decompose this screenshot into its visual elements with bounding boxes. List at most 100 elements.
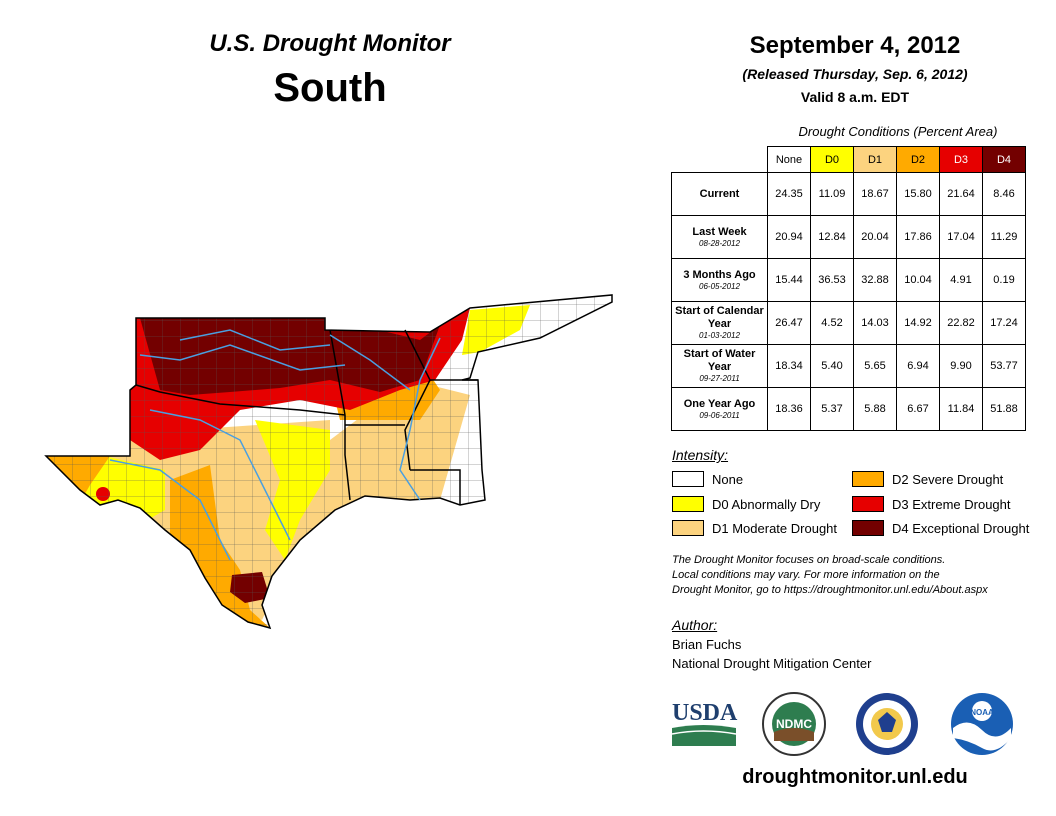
note-line: Drought Monitor, go to https://droughtmo… xyxy=(672,584,988,596)
river-colorado xyxy=(109,459,231,561)
table-row: Last Week 08-28-2012 20.94 12.84 20.04 17… xyxy=(671,215,1026,259)
table-row: Start of Water Year 09-27-2011 18.34 5.40… xyxy=(671,344,1026,388)
legend-swatch xyxy=(672,520,704,536)
state-line-ms-la xyxy=(410,469,461,505)
noaa-logo: NOAA xyxy=(951,693,1013,755)
table-cell: 18.36 xyxy=(767,387,811,431)
map-date: September 4, 2012 xyxy=(749,32,961,59)
row-label: Last Week 08-28-2012 xyxy=(671,215,768,259)
disclaimer-note: The Drought Monitor focuses on broad-sca… xyxy=(672,553,1042,598)
col-header: D2 xyxy=(896,146,940,173)
row-label-text: Current xyxy=(699,187,740,200)
river-red xyxy=(139,344,346,371)
table-cell: 5.88 xyxy=(853,387,897,431)
table-cell: 17.04 xyxy=(939,215,983,259)
legend-label: D2 Severe Drought xyxy=(892,472,1004,487)
row-label: Start of Water Year 09-27-2011 xyxy=(671,344,768,388)
author-org: National Drought Mitigation Center xyxy=(672,656,872,671)
row-label-text: Start of Calendar Year xyxy=(675,305,764,330)
legend-swatch xyxy=(852,496,884,512)
table-cell: 53.77 xyxy=(982,344,1026,388)
col-header: None xyxy=(767,146,811,173)
table-cell: 11.29 xyxy=(982,215,1026,259)
row-label-text: 3 Months Ago xyxy=(683,268,756,281)
river-brazos xyxy=(149,409,291,541)
table-caption: Drought Conditions (Percent Area) xyxy=(798,124,998,139)
legend-swatch xyxy=(672,496,704,512)
row-label-date: 08-28-2012 xyxy=(699,238,740,248)
river-canadian xyxy=(179,329,331,351)
ndmc-logo: NDMC xyxy=(762,692,826,756)
table-cell: 51.88 xyxy=(982,387,1026,431)
col-header: D0 xyxy=(810,146,854,173)
note-line: Local conditions may vary. For more info… xyxy=(672,569,940,581)
table-cell: 6.94 xyxy=(896,344,940,388)
row-label: Start of Calendar Year 01-03-2012 xyxy=(671,301,768,345)
table-cell: 5.65 xyxy=(853,344,897,388)
legend-swatch xyxy=(672,471,704,487)
table-cell: 26.47 xyxy=(767,301,811,345)
table-cell: 14.03 xyxy=(853,301,897,345)
table-cell: 17.86 xyxy=(896,215,940,259)
col-header: D4 xyxy=(982,146,1026,173)
table-cell: 20.04 xyxy=(853,215,897,259)
table-cell: 24.35 xyxy=(767,172,811,216)
county-grid xyxy=(46,295,612,628)
legend-label: D1 Moderate Drought xyxy=(712,521,838,536)
table-header-row: None D0 D1 D2 D3 D4 xyxy=(672,146,1026,173)
row-label-text: Start of Water Year xyxy=(683,348,756,373)
col-header: D1 xyxy=(853,146,897,173)
table-cell: 15.80 xyxy=(896,172,940,216)
usda-logo: USDA xyxy=(671,700,738,746)
usda-logo-stripe xyxy=(671,730,737,735)
table-corner xyxy=(672,147,768,173)
row-label-text: Last Week xyxy=(692,225,747,238)
legend-label: D0 Abnormally Dry xyxy=(712,497,821,512)
table-cell: 12.84 xyxy=(810,215,854,259)
drought-conditions-table: None D0 D1 D2 D3 D4 Current 24.35 11.09 … xyxy=(671,146,1026,431)
table-cell: 18.67 xyxy=(853,172,897,216)
state-line-tx-la xyxy=(344,415,351,501)
region-title: South xyxy=(273,66,387,110)
river-mississippi xyxy=(399,337,441,501)
release-date: (Released Thursday, Sep. 6, 2012) xyxy=(742,66,968,82)
table-cell: 6.67 xyxy=(896,387,940,431)
river-arkansas xyxy=(329,334,411,391)
website-url: droughtmonitor.unl.edu xyxy=(742,766,968,788)
region-outline xyxy=(44,294,613,630)
table-cell: 18.34 xyxy=(767,344,811,388)
author-label: Author: xyxy=(672,617,718,633)
state-line-ok-tx xyxy=(135,384,346,416)
state-boundaries xyxy=(135,329,478,505)
table-cell: 8.46 xyxy=(982,172,1026,216)
table-cell: 15.44 xyxy=(767,258,811,302)
table-row: Start of Calendar Year 01-03-2012 26.47 4… xyxy=(671,301,1026,345)
legend-title: Intensity: xyxy=(672,447,729,463)
state-line-ok-ar xyxy=(329,329,346,416)
table-cell: 14.92 xyxy=(896,301,940,345)
state-line-ar-tn xyxy=(404,329,431,471)
legend-label: None xyxy=(712,472,744,487)
map-title: U.S. Drought Monitor xyxy=(209,30,451,57)
col-header: D3 xyxy=(939,146,983,173)
partner-logos: USDA NDMC NOAA xyxy=(671,692,1013,756)
table-cell: 4.91 xyxy=(939,258,983,302)
table-cell: 11.09 xyxy=(810,172,854,216)
rivers xyxy=(109,329,441,561)
usda-logo-waves xyxy=(672,725,736,746)
table-cell: 22.82 xyxy=(939,301,983,345)
usda-logo-text: USDA xyxy=(672,700,738,726)
table-cell: 17.24 xyxy=(982,301,1026,345)
row-label: Current xyxy=(671,172,768,216)
ndmc-logo-text: NDMC xyxy=(776,717,812,731)
table-cell: 10.04 xyxy=(896,258,940,302)
table-cell: 36.53 xyxy=(810,258,854,302)
table-cell: 20.94 xyxy=(767,215,811,259)
table-cell: 21.64 xyxy=(939,172,983,216)
row-label: One Year Ago 09-06-2011 xyxy=(671,387,768,431)
legend-label: D3 Extreme Drought xyxy=(892,497,1011,512)
valid-time: Valid 8 a.m. EDT xyxy=(800,89,910,105)
legend-label: D4 Exceptional Drought xyxy=(892,521,1030,536)
table-cell: 4.52 xyxy=(810,301,854,345)
author-name: Brian Fuchs xyxy=(672,637,742,652)
